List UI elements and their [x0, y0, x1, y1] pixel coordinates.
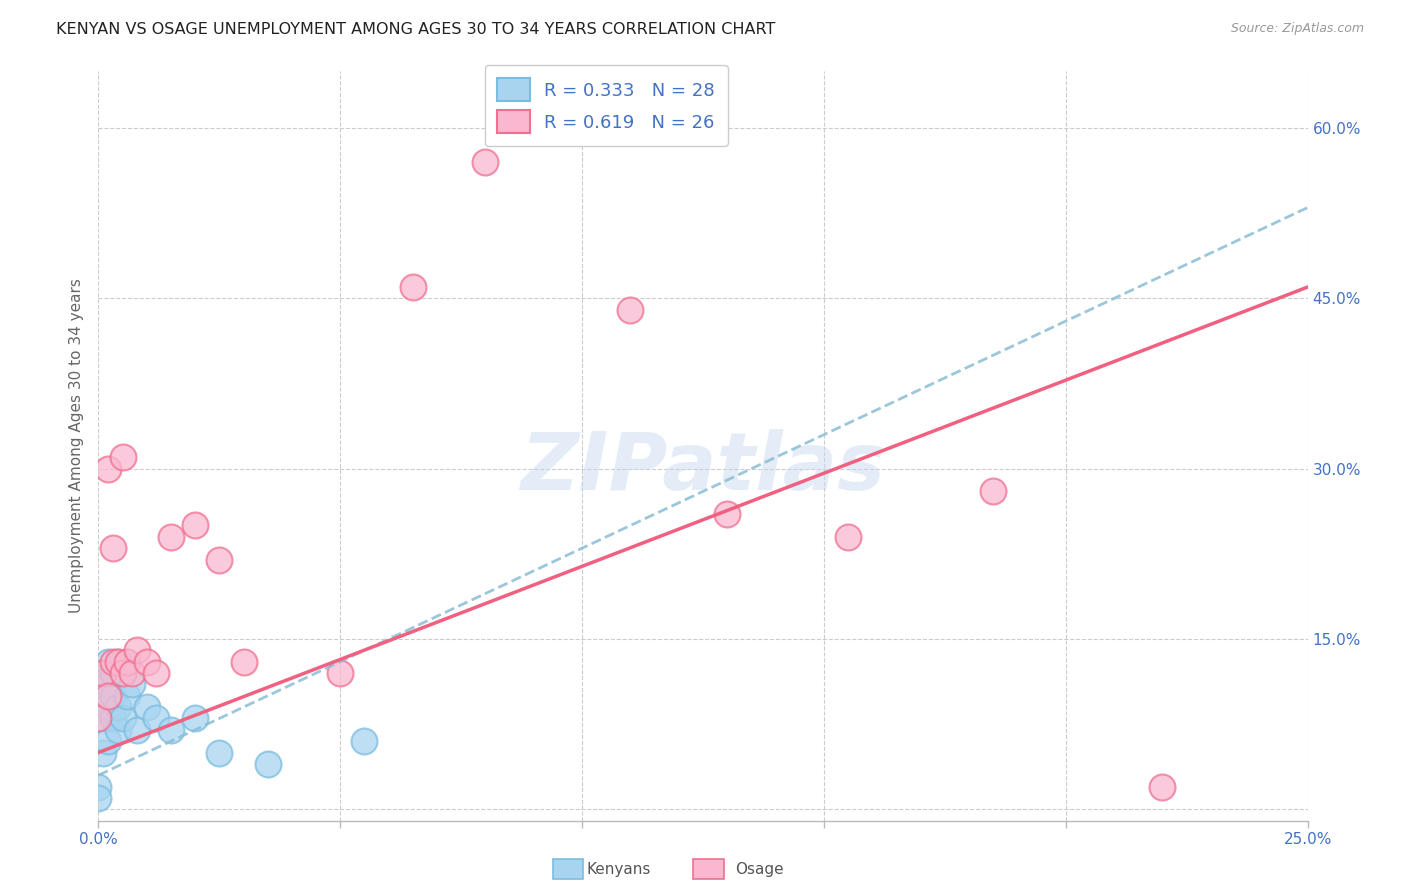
- Point: [256, 756, 278, 771]
- Point: [101, 541, 124, 556]
- Point: [111, 450, 134, 465]
- Point: [208, 746, 231, 760]
- Point: [107, 723, 129, 737]
- Text: Source: ZipAtlas.com: Source: ZipAtlas.com: [1230, 22, 1364, 36]
- Text: Kenyans: Kenyans: [586, 863, 651, 877]
- Point: [101, 666, 124, 681]
- FancyBboxPatch shape: [693, 859, 724, 879]
- Point: [97, 655, 120, 669]
- Point: [97, 461, 120, 475]
- Text: ZIPatlas: ZIPatlas: [520, 429, 886, 508]
- Point: [981, 484, 1004, 499]
- Point: [117, 655, 139, 669]
- Point: [87, 780, 110, 794]
- Point: [474, 155, 496, 169]
- Point: [107, 655, 129, 669]
- Point: [107, 700, 129, 714]
- Point: [135, 655, 157, 669]
- Point: [101, 689, 124, 703]
- Point: [97, 689, 120, 703]
- Point: [619, 302, 641, 317]
- Point: [97, 734, 120, 748]
- Point: [91, 711, 114, 725]
- Point: [111, 666, 134, 681]
- Point: [127, 643, 149, 657]
- Text: KENYAN VS OSAGE UNEMPLOYMENT AMONG AGES 30 TO 34 YEARS CORRELATION CHART: KENYAN VS OSAGE UNEMPLOYMENT AMONG AGES …: [56, 22, 776, 37]
- Point: [97, 700, 120, 714]
- Point: [101, 655, 124, 669]
- Point: [716, 507, 738, 521]
- Point: [97, 677, 120, 691]
- Point: [121, 677, 143, 691]
- Point: [145, 666, 167, 681]
- Point: [91, 746, 114, 760]
- Point: [91, 666, 114, 681]
- Point: [107, 655, 129, 669]
- Text: Osage: Osage: [735, 863, 783, 877]
- Point: [160, 530, 183, 544]
- FancyBboxPatch shape: [553, 859, 583, 879]
- Point: [117, 689, 139, 703]
- Point: [87, 791, 110, 805]
- Point: [127, 723, 149, 737]
- Point: [208, 552, 231, 566]
- Point: [91, 666, 114, 681]
- Point: [184, 711, 207, 725]
- Point: [160, 723, 183, 737]
- Point: [111, 666, 134, 681]
- Point: [329, 666, 352, 681]
- Point: [232, 655, 254, 669]
- Point: [1152, 780, 1174, 794]
- Point: [135, 700, 157, 714]
- Point: [353, 734, 375, 748]
- Point: [837, 530, 859, 544]
- Point: [145, 711, 167, 725]
- Point: [111, 711, 134, 725]
- Point: [87, 711, 110, 725]
- Y-axis label: Unemployment Among Ages 30 to 34 years: Unemployment Among Ages 30 to 34 years: [69, 278, 84, 614]
- Legend: R = 0.333   N = 28, R = 0.619   N = 26: R = 0.333 N = 28, R = 0.619 N = 26: [485, 65, 728, 146]
- Point: [184, 518, 207, 533]
- Point: [121, 666, 143, 681]
- Point: [101, 711, 124, 725]
- Point: [117, 655, 139, 669]
- Point: [402, 280, 425, 294]
